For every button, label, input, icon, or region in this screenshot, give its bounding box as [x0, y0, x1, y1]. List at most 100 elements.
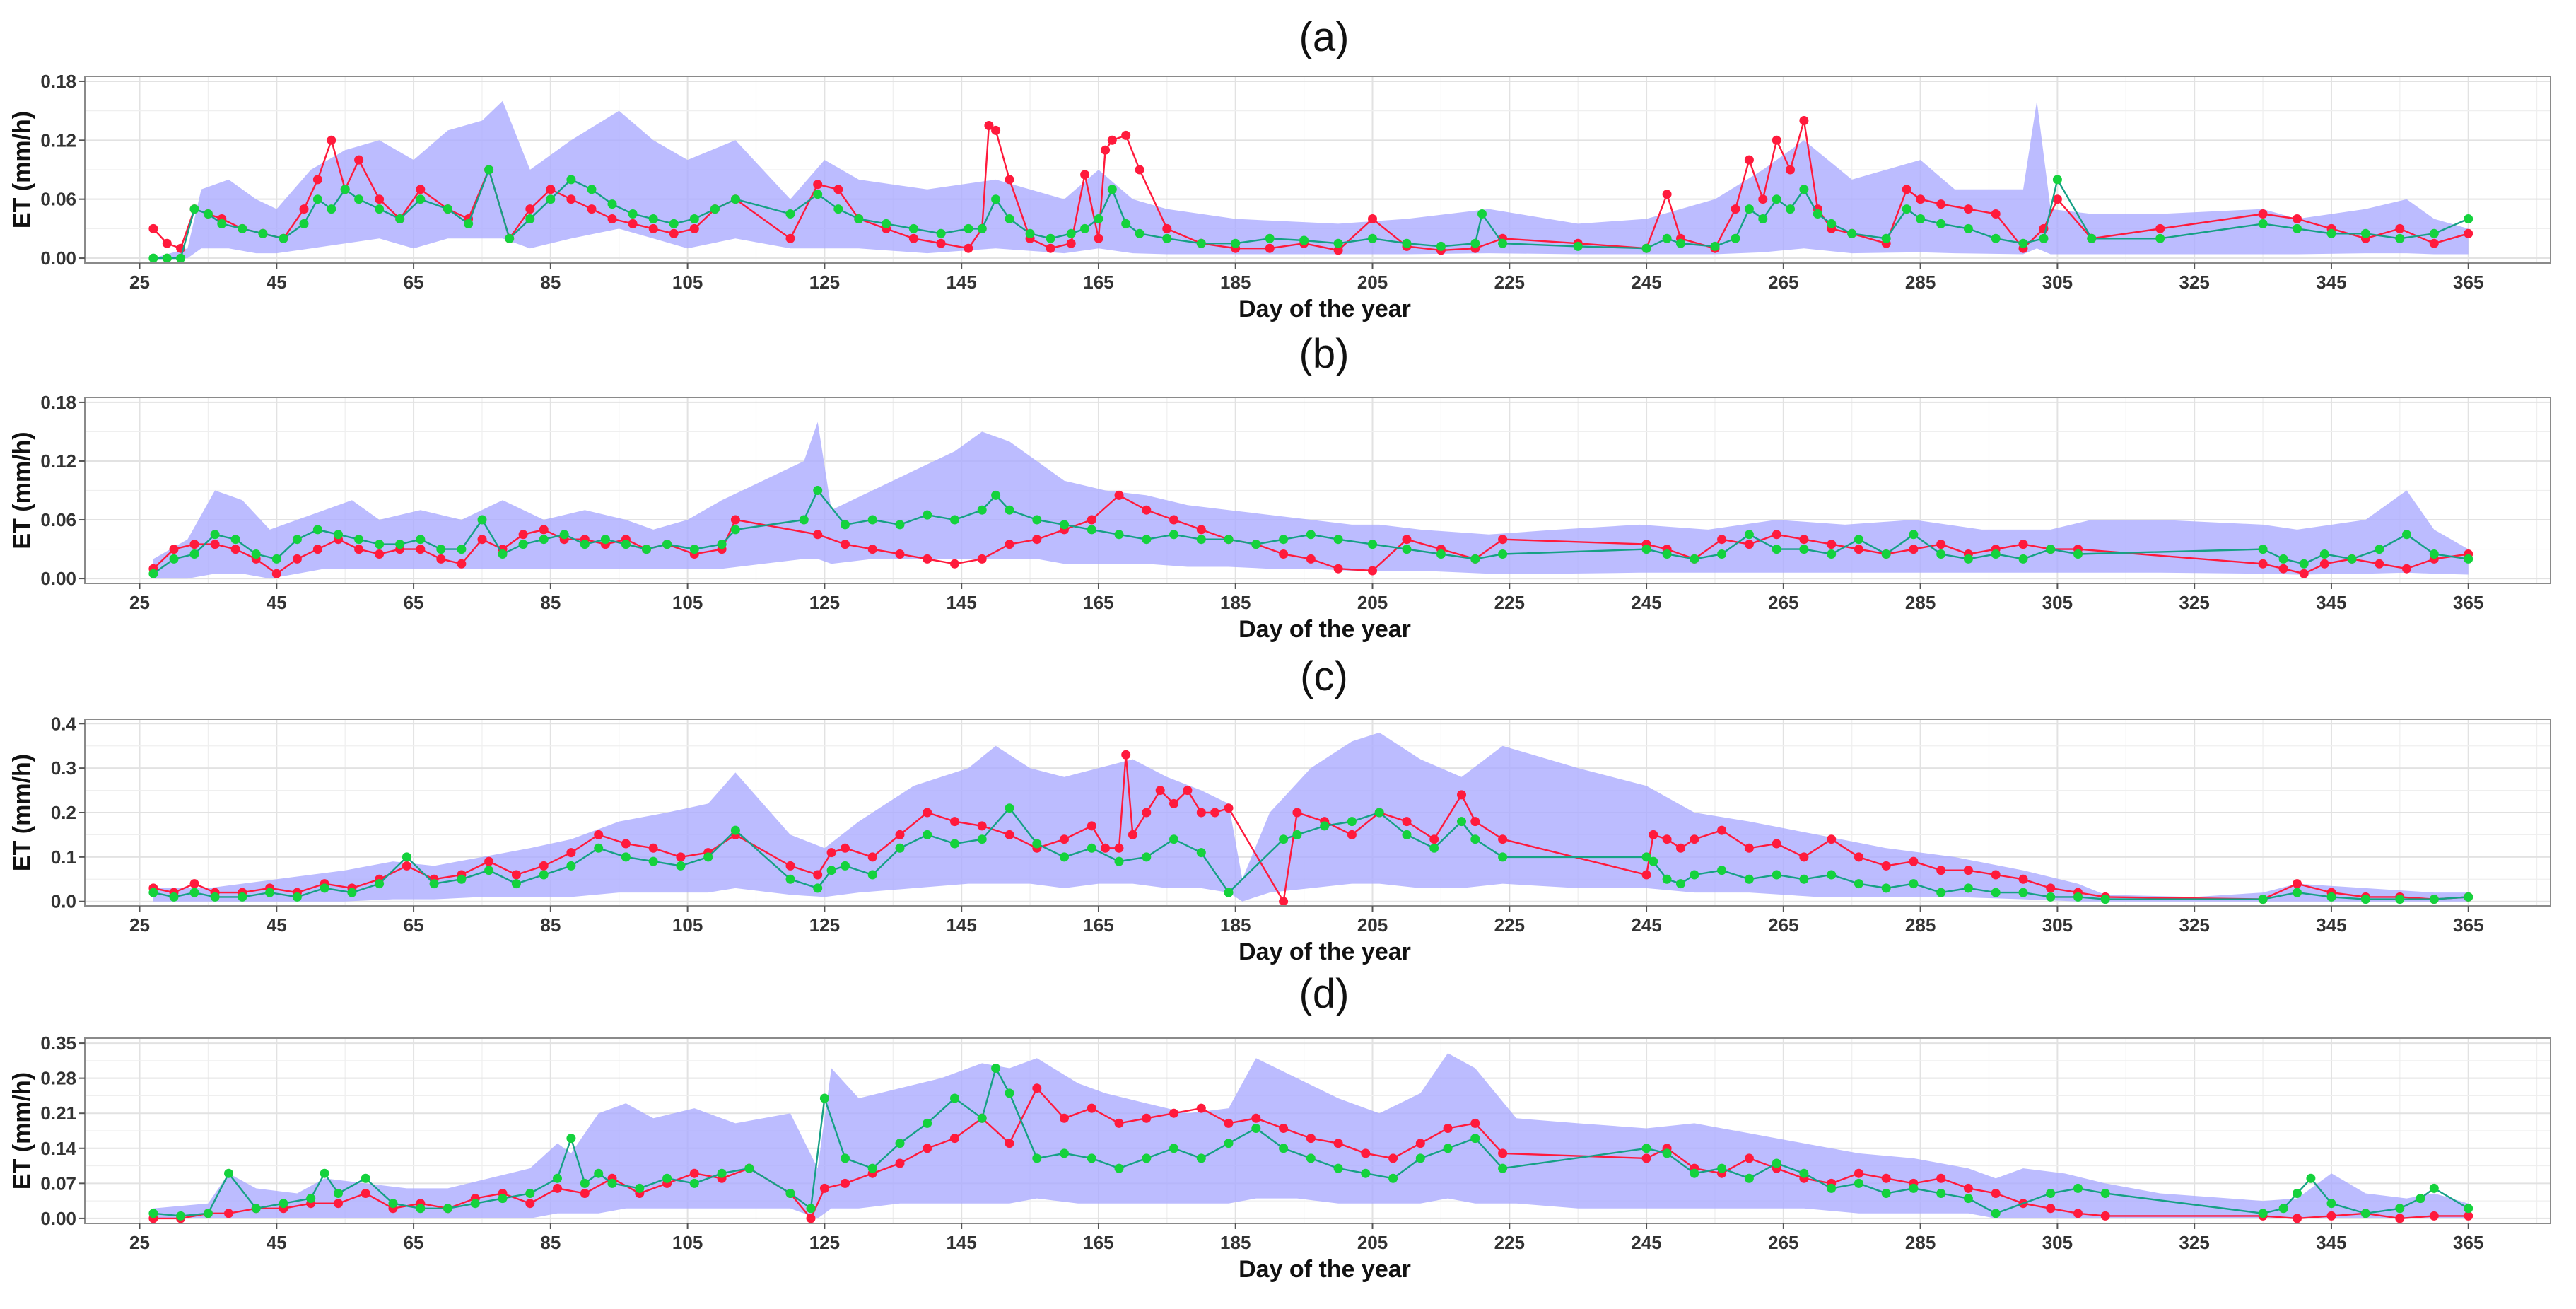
predicted-point: [819, 1093, 829, 1103]
x-tick-label: 325: [2179, 914, 2209, 936]
observed-point: [1128, 830, 1137, 839]
observed-point: [1169, 515, 1178, 525]
observed-point: [2052, 194, 2062, 204]
predicted-point: [1881, 233, 1891, 243]
observed-point: [950, 817, 959, 827]
predicted-point: [628, 209, 638, 219]
x-tick-label: 185: [1220, 272, 1251, 293]
predicted-point: [176, 1211, 186, 1221]
predicted-point: [395, 540, 405, 549]
observed-point: [1169, 1108, 1178, 1118]
predicted-point: [1279, 834, 1289, 844]
predicted-point: [1279, 535, 1289, 545]
observed-point: [230, 545, 240, 554]
x-tick-label: 205: [1357, 592, 1388, 613]
predicted-point: [312, 525, 322, 535]
predicted-point: [292, 535, 302, 545]
predicted-point: [2375, 545, 2384, 554]
x-tick-label: 185: [1220, 592, 1251, 613]
observed-point: [1087, 1103, 1096, 1113]
observed-point: [1881, 1173, 1891, 1183]
observed-point: [1114, 843, 1124, 853]
x-axis-title: Day of the year: [1239, 1256, 1411, 1283]
observed-point: [2258, 209, 2268, 219]
observed-point: [1347, 830, 1357, 839]
observed-point: [1005, 1139, 1014, 1148]
predicted-point: [375, 540, 385, 549]
observed-point: [1114, 1118, 1124, 1128]
x-tick-label: 365: [2453, 592, 2483, 613]
predicted-point: [1676, 238, 1685, 248]
predicted-point: [464, 219, 474, 228]
predicted-point: [717, 540, 727, 549]
y-tick-label: 0.12: [40, 129, 76, 151]
x-tick-label: 25: [129, 272, 150, 293]
predicted-point: [2052, 175, 2062, 185]
predicted-point: [1690, 1168, 1699, 1178]
observed-point: [1032, 1083, 1042, 1093]
observed-point: [402, 861, 411, 871]
predicted-point: [2395, 233, 2405, 243]
predicted-point: [210, 530, 220, 540]
observed-point: [292, 554, 302, 564]
predicted-point: [265, 888, 275, 897]
plot-frame: [84, 76, 2551, 264]
observed-point: [162, 238, 172, 248]
predicted-point: [2464, 892, 2473, 902]
x-tick-label: 45: [267, 1232, 287, 1253]
predicted-point: [2087, 233, 2097, 243]
predicted-point: [1436, 549, 1446, 559]
predicted-point: [1306, 530, 1316, 540]
predicted-point: [224, 1168, 233, 1178]
y-tick-label: 0.21: [40, 1103, 76, 1124]
predicted-point: [2073, 1183, 2083, 1193]
predicted-point: [730, 825, 740, 835]
predicted-point: [1320, 821, 1330, 831]
observed-point: [2395, 223, 2405, 233]
observed-point: [2258, 559, 2268, 569]
observed-point: [2278, 564, 2288, 574]
predicted-point: [299, 219, 309, 228]
observed-point: [1772, 530, 1781, 540]
predicted-point: [1641, 243, 1651, 253]
observed-point: [2429, 238, 2439, 248]
predicted-point: [977, 1113, 987, 1123]
observed-point: [1005, 540, 1014, 549]
predicted-point: [2429, 549, 2439, 559]
predicted-point: [1717, 866, 1727, 875]
observed-point: [2464, 1211, 2473, 1221]
x-tick-label: 305: [2042, 272, 2073, 293]
observed-point: [189, 540, 199, 549]
chart-panel-4: 25 45 65 85 105 125 145 165 185 205 225 245 265 285 30…: [8, 971, 2551, 1283]
predicted-point: [312, 194, 322, 204]
predicted-point: [1306, 1153, 1316, 1163]
predicted-point: [1299, 235, 1309, 245]
observed-point: [2395, 1214, 2405, 1223]
y-tick-label: 0.14: [40, 1138, 76, 1159]
observed-point: [2319, 559, 2329, 569]
predicted-point: [813, 190, 823, 199]
x-tick-label: 265: [1768, 914, 1798, 936]
predicted-point: [730, 525, 740, 535]
predicted-point: [2293, 888, 2302, 897]
predicted-point: [334, 1189, 343, 1198]
predicted-point: [375, 204, 385, 214]
predicted-point: [813, 486, 823, 495]
predicted-point: [635, 1183, 645, 1193]
predicted-point: [1772, 545, 1781, 554]
predicted-point: [203, 209, 213, 219]
predicted-point: [648, 214, 658, 223]
x-tick-label: 45: [267, 272, 287, 293]
predicted-point: [785, 1189, 795, 1198]
predicted-point: [991, 194, 1001, 204]
observed-point: [1676, 843, 1685, 853]
predicted-point: [1005, 505, 1014, 515]
predicted-point: [1224, 1139, 1234, 1148]
x-tick-label: 65: [404, 1232, 424, 1253]
observed-point: [1641, 1153, 1651, 1163]
predicted-point: [1374, 808, 1384, 818]
predicted-point: [1333, 238, 1343, 248]
observed-point: [730, 515, 740, 525]
predicted-point: [1799, 1168, 1809, 1178]
observed-point: [1936, 1173, 1946, 1183]
